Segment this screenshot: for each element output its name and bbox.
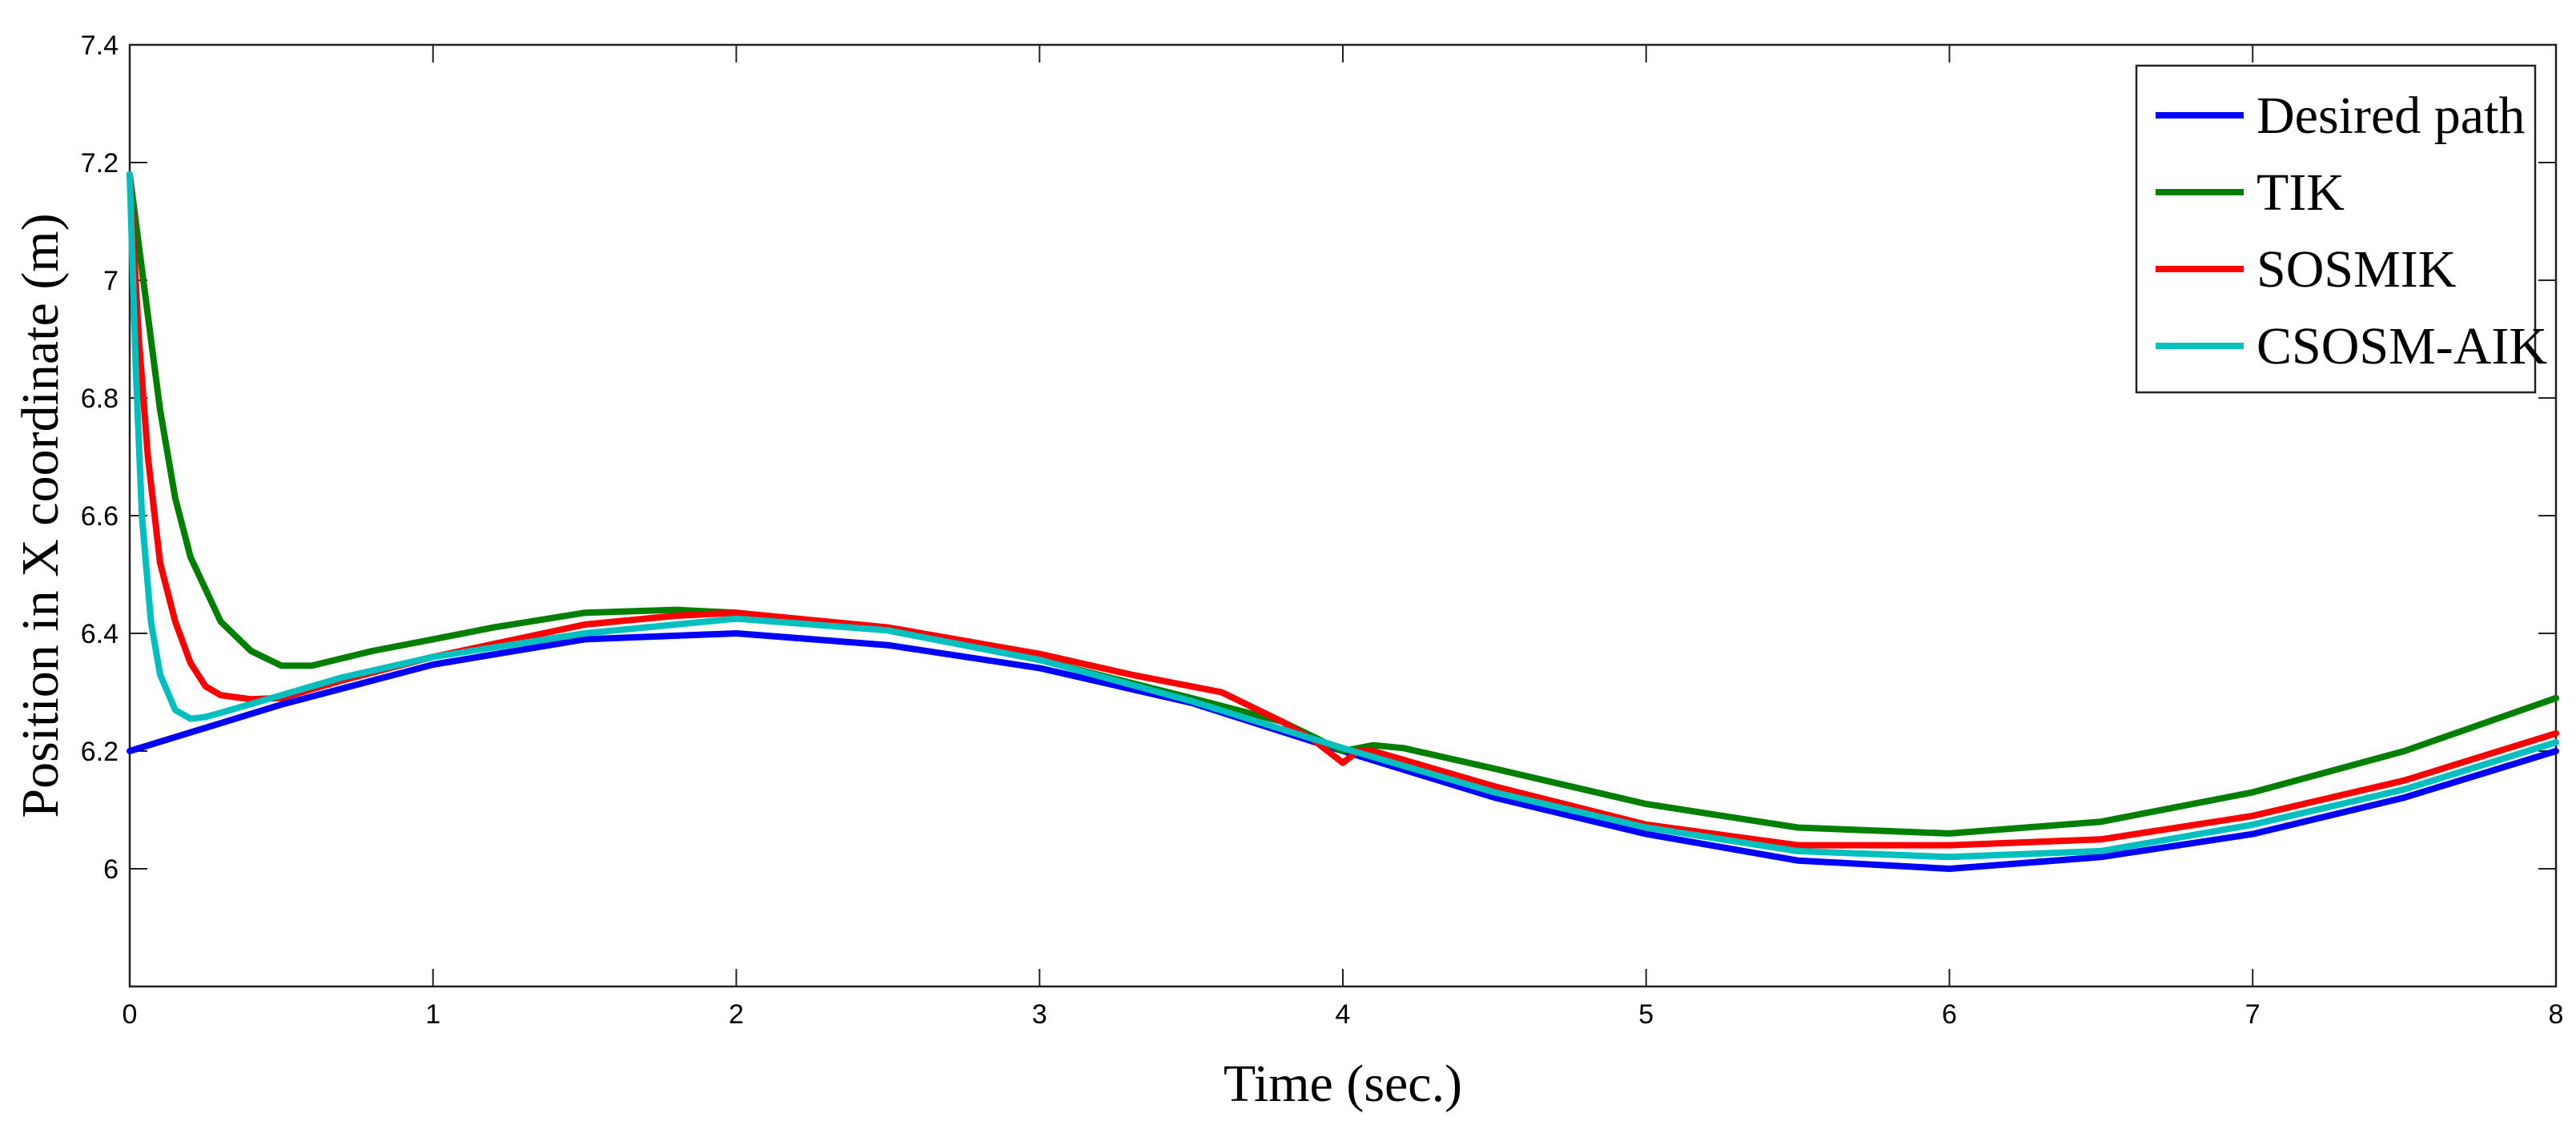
x-tick-label: 8 — [2549, 999, 2564, 1030]
x-tick-label: 4 — [1336, 999, 1351, 1030]
x-tick-label: 2 — [729, 999, 744, 1030]
x-tick-label: 6 — [1942, 999, 1957, 1030]
x-tick-label: 3 — [1032, 999, 1047, 1030]
axis-ticks: 0 1 2 3 4 5 6 7 8 6 6.2 6.4 6.6 6.8 7 7.2 7.4 — [81, 30, 2564, 1030]
y-tick-label: 6.2 — [81, 737, 119, 767]
y-tick-label: 6.4 — [81, 619, 119, 649]
series-line-csosm-aik — [127, 171, 2559, 861]
y-tick-label: 7.4 — [81, 30, 119, 61]
series-lines — [127, 171, 2559, 872]
legend-label: CSOSM-AIK — [2257, 317, 2547, 376]
x-axis-title: Time (sec.) — [1224, 1055, 1462, 1113]
y-axis-title: Position in X coordinate (m) — [11, 213, 70, 818]
legend-label: TIK — [2257, 163, 2345, 222]
y-tick-label: 6 — [103, 854, 119, 885]
legend: Desired path TIK SOSMIK CSOSM-AIK — [2135, 64, 2547, 394]
legend-label: Desired path — [2257, 86, 2525, 145]
x-tick-label: 1 — [425, 999, 440, 1030]
y-tick-label: 6.8 — [81, 384, 119, 414]
y-tick-label: 7.2 — [81, 148, 119, 179]
x-tick-label: 5 — [1638, 999, 1654, 1030]
legend-box — [2135, 64, 2537, 394]
x-tick-label: 7 — [2245, 999, 2261, 1030]
series-line-sosmik — [127, 171, 2559, 849]
x-tick-label: 0 — [123, 999, 138, 1030]
legend-label: SOSMIK — [2257, 240, 2456, 299]
y-tick-label: 6.6 — [81, 501, 119, 532]
y-tick-label: 7 — [103, 266, 119, 296]
